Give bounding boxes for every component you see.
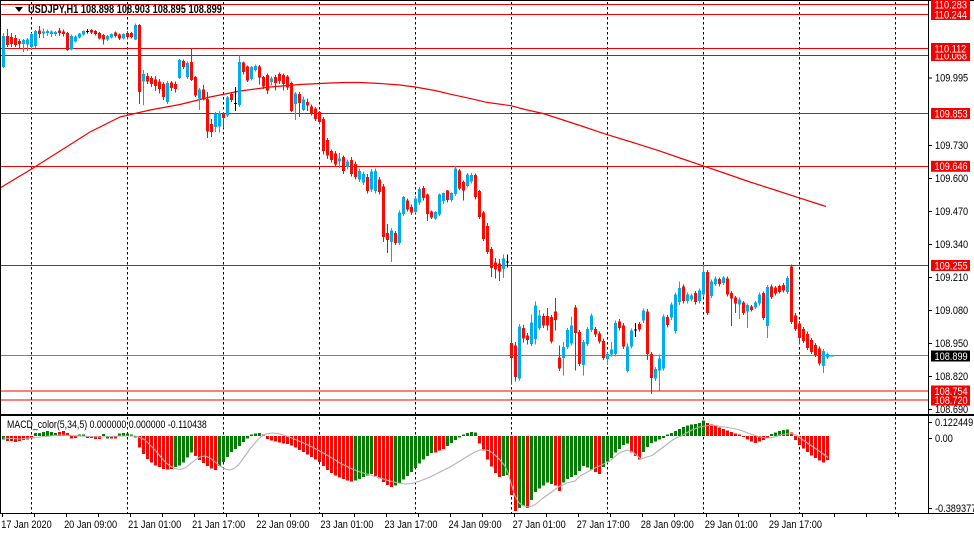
svg-text:20 Jan 09:00: 20 Jan 09:00 [64, 519, 117, 531]
svg-text:108.820: 108.820 [935, 371, 969, 383]
svg-text:27 Jan 01:00: 27 Jan 01:00 [513, 519, 566, 531]
svg-text:108.899: 108.899 [934, 351, 968, 363]
svg-text:109.730: 109.730 [935, 140, 969, 152]
svg-text:22 Jan 09:00: 22 Jan 09:00 [256, 519, 309, 531]
svg-text:109.853: 109.853 [934, 109, 968, 121]
svg-text:23 Jan 17:00: 23 Jan 17:00 [384, 519, 437, 531]
svg-text:28 Jan 09:00: 28 Jan 09:00 [641, 519, 694, 531]
svg-text:29 Jan 01:00: 29 Jan 01:00 [705, 519, 758, 531]
svg-text:24 Jan 09:00: 24 Jan 09:00 [449, 519, 502, 531]
svg-text:MACD_color(5,34,5) 0.000000 0.: MACD_color(5,34,5) 0.000000 0.000000 -0.… [7, 419, 207, 431]
svg-text:109.600: 109.600 [935, 173, 969, 185]
svg-text:108.720: 108.720 [934, 395, 968, 407]
svg-text:USDJPY,H1 108.898 108.903 108: USDJPY,H1 108.898 108.903 108.895 108.89… [28, 3, 222, 16]
svg-text:0.122449: 0.122449 [935, 417, 974, 429]
svg-text:21 Jan 17:00: 21 Jan 17:00 [192, 519, 245, 531]
svg-text:110.244: 110.244 [934, 10, 967, 22]
svg-text:108.950: 108.950 [935, 338, 969, 350]
svg-text:17 Jan 2020: 17 Jan 2020 [1, 519, 52, 531]
svg-text:21 Jan 01:00: 21 Jan 01:00 [128, 519, 181, 531]
svg-text:109.255: 109.255 [934, 261, 968, 273]
svg-text:23 Jan 01:00: 23 Jan 01:00 [320, 519, 373, 531]
svg-text:110.068: 110.068 [934, 51, 967, 63]
svg-text:109.210: 109.210 [935, 272, 969, 284]
svg-text:109.470: 109.470 [935, 206, 969, 218]
svg-text:108.690: 108.690 [935, 404, 969, 416]
svg-text:109.995: 109.995 [935, 73, 969, 85]
svg-text:108.754: 108.754 [934, 386, 968, 398]
svg-text:110.112: 110.112 [934, 44, 966, 56]
svg-text:110.283: 110.283 [934, 0, 967, 12]
svg-text:109.646: 109.646 [934, 161, 968, 173]
svg-text:29 Jan 17:00: 29 Jan 17:00 [769, 519, 822, 531]
svg-text:109.080: 109.080 [935, 305, 969, 317]
svg-text:-0.389377: -0.389377 [935, 503, 974, 515]
svg-text:109.340: 109.340 [935, 239, 969, 251]
svg-text:0.00: 0.00 [935, 433, 953, 445]
svg-text:27 Jan 17:00: 27 Jan 17:00 [577, 519, 630, 531]
